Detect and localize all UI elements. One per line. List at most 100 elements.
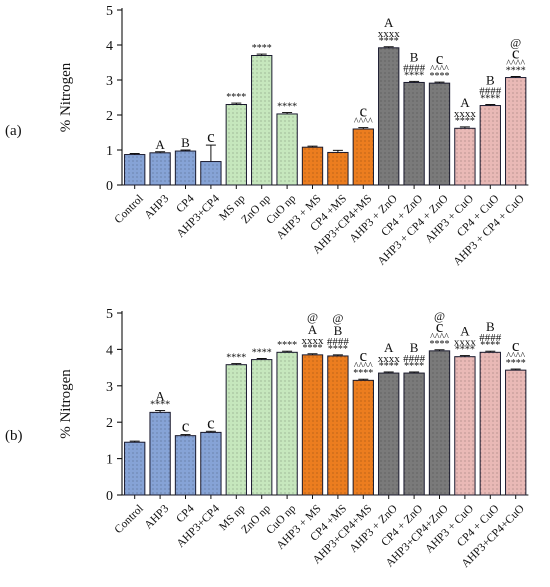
bar-texture xyxy=(327,152,349,185)
bar-texture xyxy=(149,152,171,185)
significance-mark: A xyxy=(460,324,470,339)
y-tick-label: 5 xyxy=(106,307,113,322)
significance-mark: ^^^^ xyxy=(506,59,525,70)
bar-texture xyxy=(505,370,526,495)
significance-mark: **** xyxy=(506,358,526,369)
bar-texture xyxy=(200,161,222,185)
y-tick-label: 5 xyxy=(106,4,113,19)
significance-mark: xxxx xyxy=(378,28,401,40)
bar-texture xyxy=(302,354,323,495)
significance-mark: c xyxy=(360,102,368,121)
significance-mark: c xyxy=(436,317,444,336)
x-tick-label: Control xyxy=(113,193,146,226)
significance-mark: A xyxy=(460,95,470,110)
bar-texture xyxy=(429,83,450,185)
significance-mark: **** xyxy=(277,102,297,113)
significance-mark: ^^^^ xyxy=(354,361,373,372)
y-tick-label: 0 xyxy=(106,179,113,194)
bar-texture xyxy=(175,435,196,495)
panel-label: (b) xyxy=(5,428,23,444)
significance-mark: @ xyxy=(307,310,318,324)
significance-mark: B xyxy=(410,49,419,64)
bar-texture xyxy=(124,442,145,495)
significance-mark: **** xyxy=(353,368,373,379)
panel-label: (a) xyxy=(5,123,22,139)
bar-texture xyxy=(353,129,374,185)
significance-mark: c xyxy=(436,49,444,68)
significance-mark: **** xyxy=(277,340,297,351)
significance-mark: #### xyxy=(327,336,350,348)
bar-texture xyxy=(403,373,425,495)
significance-mark: ^^^^ xyxy=(506,351,525,362)
significance-mark: @ xyxy=(332,311,343,325)
significance-mark: #### xyxy=(479,86,502,98)
bar-texture xyxy=(480,352,501,495)
significance-mark: c xyxy=(512,336,520,355)
bar-texture xyxy=(378,373,399,495)
x-tick-label: Control xyxy=(113,503,146,536)
significance-mark: c xyxy=(207,127,215,146)
significance-mark: c xyxy=(512,44,520,63)
significance-mark: A xyxy=(155,137,165,152)
bar-texture xyxy=(200,432,222,495)
significance-mark: xxxx xyxy=(454,337,477,349)
significance-mark: c xyxy=(182,417,190,436)
significance-mark: #### xyxy=(479,332,502,344)
significance-mark: B xyxy=(486,73,495,88)
panel-a: (a)% Nitrogen012345ControlAHP3ACP4BAHP3+… xyxy=(5,4,529,268)
significance-mark: xxxx xyxy=(302,335,325,347)
panel-b: (b)% Nitrogen012345ControlAHP3****ACP4cA… xyxy=(5,307,529,570)
significance-mark: ^^^^ xyxy=(430,64,449,75)
significance-mark: **** xyxy=(506,66,526,77)
significance-mark: B xyxy=(181,135,190,150)
significance-mark: **** xyxy=(379,36,399,47)
bar-texture xyxy=(378,47,399,185)
significance-mark: B xyxy=(486,319,495,334)
significance-mark: **** xyxy=(328,344,348,355)
bar-texture xyxy=(149,412,171,495)
bar-texture xyxy=(276,352,298,495)
significance-mark: **** xyxy=(455,345,475,356)
bar-texture xyxy=(327,355,349,495)
significance-mark: @ xyxy=(434,309,445,323)
significance-mark: **** xyxy=(455,116,475,127)
significance-mark: **** xyxy=(404,361,424,372)
x-tick-label: AHP3 xyxy=(142,503,171,532)
y-tick-label: 3 xyxy=(106,74,113,89)
y-axis-label: % Nitrogen xyxy=(58,369,74,439)
significance-mark: **** xyxy=(150,400,170,411)
bar-texture xyxy=(276,113,298,185)
significance-mark: **** xyxy=(303,343,323,354)
bar-texture xyxy=(251,359,272,495)
y-tick-label: 0 xyxy=(106,489,113,504)
bar-texture xyxy=(175,151,196,185)
bar-texture xyxy=(505,77,526,185)
y-axis-label: % Nitrogen xyxy=(58,62,74,132)
bar-texture xyxy=(226,104,247,185)
significance-mark: ^^^^ xyxy=(430,332,449,343)
significance-mark: c xyxy=(360,346,368,365)
bar-texture xyxy=(302,147,323,185)
y-tick-label: 1 xyxy=(106,453,113,468)
significance-mark: **** xyxy=(430,339,450,350)
bar-texture xyxy=(454,128,476,185)
bar-texture xyxy=(251,55,272,185)
significance-mark: #### xyxy=(403,353,426,365)
bar-texture xyxy=(353,380,374,495)
significance-mark: xxxx xyxy=(378,353,401,365)
bar-texture xyxy=(454,356,476,495)
bar-texture xyxy=(480,105,501,185)
significance-mark: xxxx xyxy=(454,108,477,120)
x-tick-label: AHP3 xyxy=(142,193,171,222)
significance-mark: **** xyxy=(379,361,399,372)
significance-mark: #### xyxy=(403,62,426,74)
significance-mark: B xyxy=(410,340,419,355)
significance-mark: **** xyxy=(252,348,272,359)
significance-mark: A xyxy=(384,15,394,30)
significance-mark: **** xyxy=(480,340,500,351)
significance-mark: @ xyxy=(510,36,521,50)
significance-mark: **** xyxy=(252,43,272,54)
significance-mark: ^^^^ xyxy=(354,117,373,128)
significance-mark: **** xyxy=(430,71,450,82)
